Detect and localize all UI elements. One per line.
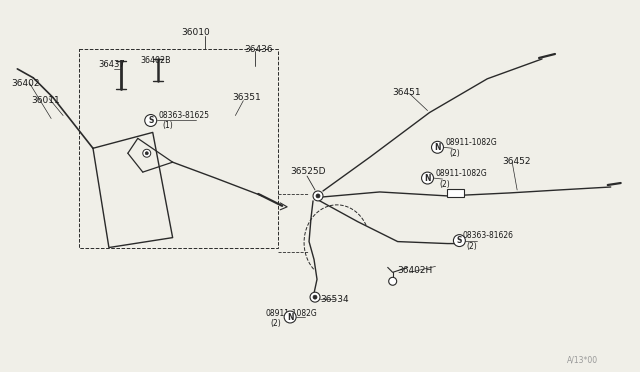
- Text: (2): (2): [449, 149, 460, 158]
- Text: 36525D: 36525D: [290, 167, 326, 176]
- Circle shape: [143, 149, 151, 157]
- Text: 08911-1082G: 08911-1082G: [445, 138, 497, 147]
- Bar: [447, 189, 465, 197]
- Text: N: N: [434, 143, 441, 152]
- Text: 36402H: 36402H: [397, 266, 433, 275]
- Text: 36437: 36437: [98, 60, 125, 69]
- Text: S: S: [148, 116, 154, 125]
- Text: 36351: 36351: [232, 93, 261, 102]
- Circle shape: [284, 311, 296, 323]
- Text: 08363-81626: 08363-81626: [462, 231, 513, 240]
- Circle shape: [310, 292, 320, 302]
- Text: 36402B: 36402B: [141, 56, 172, 65]
- Text: 36534: 36534: [320, 295, 349, 304]
- Text: 36436: 36436: [244, 45, 273, 54]
- Text: 36451: 36451: [393, 88, 421, 97]
- Circle shape: [431, 141, 444, 153]
- Bar: [79, 49, 278, 247]
- Circle shape: [313, 295, 317, 299]
- Text: 36452: 36452: [502, 157, 531, 166]
- Circle shape: [388, 277, 397, 285]
- Circle shape: [422, 172, 433, 184]
- Text: 08911-1082G: 08911-1082G: [265, 309, 317, 318]
- Circle shape: [145, 152, 148, 155]
- Text: 08911-1082G: 08911-1082G: [435, 169, 487, 178]
- Text: 36011: 36011: [31, 96, 60, 105]
- Circle shape: [453, 235, 465, 247]
- Text: N: N: [287, 312, 293, 321]
- Text: 08363-81625: 08363-81625: [159, 110, 210, 119]
- Text: 36402: 36402: [12, 79, 40, 88]
- Text: A/13*00: A/13*00: [567, 356, 598, 365]
- Text: (2): (2): [270, 319, 281, 328]
- Circle shape: [313, 191, 323, 201]
- Text: N: N: [424, 174, 431, 183]
- Text: (2): (2): [467, 241, 477, 251]
- Text: (2): (2): [440, 180, 450, 189]
- Text: S: S: [457, 236, 462, 245]
- Circle shape: [145, 115, 157, 126]
- Circle shape: [316, 194, 320, 198]
- Text: 36010: 36010: [182, 28, 211, 37]
- Text: (1): (1): [163, 122, 173, 131]
